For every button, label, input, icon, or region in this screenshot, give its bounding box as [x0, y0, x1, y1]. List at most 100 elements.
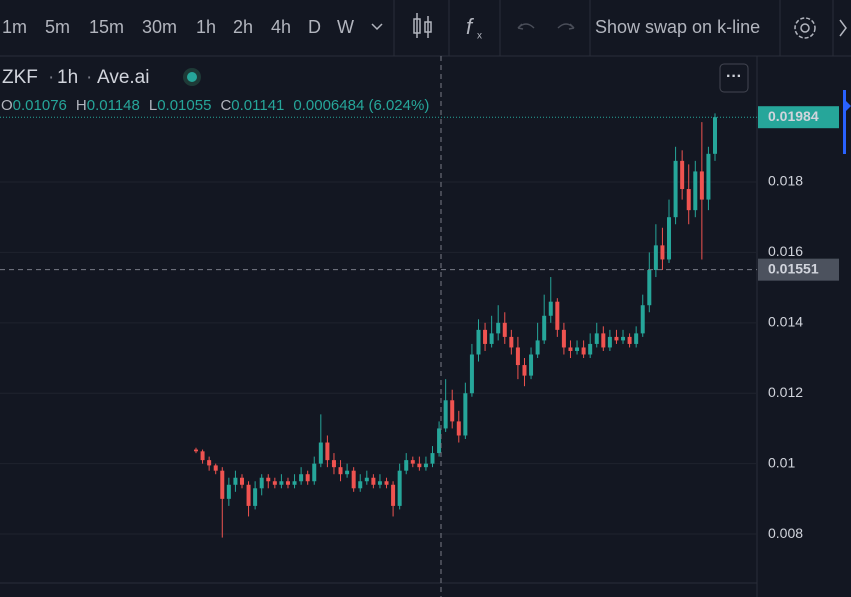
y-tick-label: 0.018: [768, 173, 803, 189]
redo-icon[interactable]: [557, 23, 575, 30]
interval-button[interactable]: W: [337, 17, 354, 37]
candle-body: [555, 301, 560, 330]
legend-value: 0.01076: [13, 97, 67, 114]
y-tick-label: 0.016: [768, 243, 803, 259]
candle-body: [417, 463, 422, 468]
interval-button[interactable]: 4h: [271, 17, 291, 37]
candle-body: [443, 400, 448, 429]
candle-body: [706, 153, 711, 200]
candle-body: [200, 451, 205, 461]
crosshair-price-label: 0.01551: [768, 260, 819, 276]
candle-body: [581, 347, 586, 355]
interval-button[interactable]: 2h: [233, 17, 253, 37]
candle-body: [345, 470, 350, 475]
candle-body: [469, 354, 474, 394]
candle-body: [213, 465, 218, 471]
indicators-icon[interactable]: f: [466, 14, 475, 39]
swap-button[interactable]: Show swap on k-line: [595, 17, 760, 37]
interval-button[interactable]: 15m: [89, 17, 124, 37]
candle-body: [299, 474, 304, 482]
candle-body: [601, 333, 606, 348]
more-intervals-icon[interactable]: [371, 23, 383, 31]
candle-body: [594, 333, 599, 344]
last-price-box: [758, 106, 839, 129]
interval-button[interactable]: 5m: [45, 17, 70, 37]
scroll-marker-bar: [843, 90, 846, 154]
legend-value: 0.01141: [231, 97, 284, 114]
candle-body: [338, 467, 343, 475]
candle-body: [226, 484, 231, 499]
candle-body: [607, 336, 612, 348]
status-dot: [187, 72, 197, 82]
interval-button[interactable]: 1h: [196, 17, 216, 37]
candle-body: [542, 315, 547, 341]
candle-body: [634, 333, 639, 344]
legend-label: H: [76, 97, 87, 114]
candle-body: [476, 329, 481, 355]
candle-body: [699, 171, 704, 200]
candle-body: [653, 245, 658, 271]
settings-icon[interactable]: [794, 17, 816, 39]
ohlc-legend: O0.01076 H0.01148 L0.01055 C0.01141 0.000648…: [1, 97, 429, 114]
candle-body: [673, 160, 678, 218]
interval-button[interactable]: D: [308, 17, 321, 37]
candle-body: [463, 393, 468, 436]
last-price-label: 0.01984: [768, 108, 819, 124]
candle-body: [239, 477, 244, 485]
undo-icon[interactable]: [517, 23, 535, 30]
symbol: ZKF: [2, 67, 38, 88]
candle-body: [410, 460, 415, 464]
more-button[interactable]: [719, 63, 749, 93]
candle-body: [391, 484, 396, 506]
candle-body: [364, 477, 369, 482]
candle-body: [331, 460, 336, 468]
interval-button[interactable]: 30m: [142, 17, 177, 37]
candle-body: [220, 470, 225, 499]
candles: [194, 113, 717, 538]
candle-body: [351, 470, 356, 489]
interval: 1h: [57, 67, 78, 88]
candle-body: [430, 453, 435, 464]
toolbar-separators: [393, 0, 834, 56]
y-tick-label: 0.01: [768, 454, 795, 470]
candle-body: [509, 336, 514, 348]
interval-button[interactable]: 1m: [2, 17, 27, 37]
candle-body: [647, 270, 652, 306]
candle-body: [548, 301, 553, 316]
candle-body: [292, 481, 297, 485]
candle-body: [627, 336, 632, 344]
candle-body: [404, 460, 409, 471]
candle-body: [397, 470, 402, 506]
legend-change: 0.0006484 (6.024%): [293, 97, 429, 114]
candle-body: [246, 484, 251, 506]
scroll-right-icon[interactable]: [839, 19, 847, 37]
grid: [0, 181, 757, 535]
candle-body: [515, 347, 520, 366]
candle-body: [233, 477, 238, 485]
candle-body: [713, 117, 717, 154]
candle-body: [686, 189, 691, 211]
candle-body: [377, 481, 382, 485]
candle-body: [423, 463, 428, 468]
candle-body: [207, 460, 212, 466]
y-tick-label: 0.012: [768, 384, 803, 400]
candle-body: [437, 428, 442, 454]
candle-body: [318, 442, 323, 464]
candle-body: [660, 245, 665, 260]
more-icon: ···: [726, 68, 742, 85]
candle-body: [450, 400, 455, 422]
candle-body: [194, 449, 198, 452]
dot: ·: [48, 67, 54, 88]
candle-body: [640, 305, 645, 334]
candle-type-icon[interactable]: [413, 13, 432, 38]
y-tick-label: 0.008: [768, 525, 803, 541]
dot: ·: [86, 67, 92, 88]
candle-body: [535, 340, 540, 355]
candle-body: [305, 474, 310, 482]
candle-body: [614, 336, 619, 341]
legend-label: C: [220, 97, 231, 114]
legend-label: O: [1, 97, 13, 114]
candle-body: [575, 347, 580, 351]
